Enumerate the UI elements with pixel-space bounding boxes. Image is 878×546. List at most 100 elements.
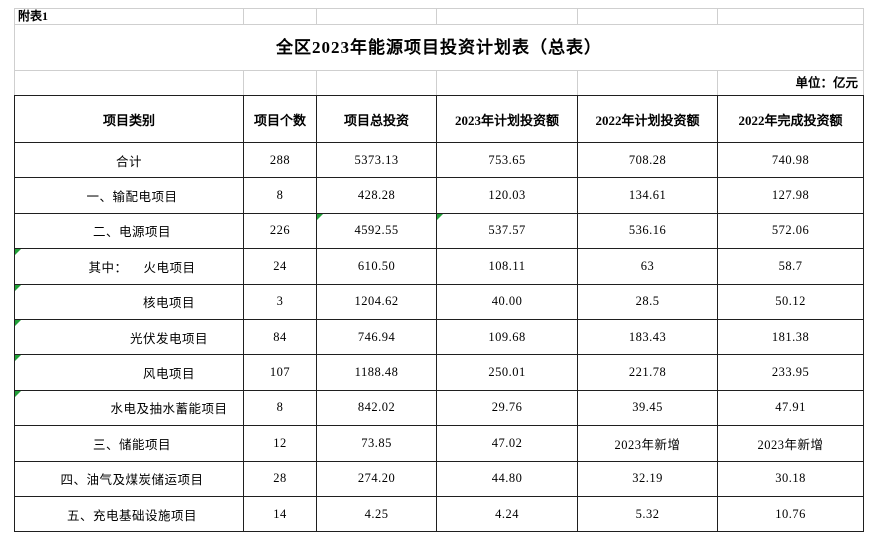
cell-value: 30.18 (775, 471, 806, 486)
header-cell-total-investment[interactable]: 项目总投资 (316, 95, 437, 143)
cell-plan-2022[interactable]: 221.78 (577, 354, 718, 391)
category-label: 二、电源项目 (92, 225, 171, 240)
cell-plan-2022[interactable]: 183.43 (577, 318, 718, 356)
cell-plan-2023[interactable]: 47.02 (436, 425, 578, 462)
cell-count[interactable]: 12 (243, 425, 317, 462)
cell-done-2022[interactable]: 10.76 (717, 495, 864, 533)
cell-value: 274.20 (357, 471, 396, 486)
cell-plan-2022[interactable]: 708.28 (577, 141, 718, 179)
cell-plan-2022[interactable]: 536.16 (577, 212, 718, 250)
cell-category[interactable]: 五、充电基础设施项目 (14, 495, 244, 533)
cell-plan-2023[interactable]: 537.57 (436, 212, 578, 250)
cell-plan-2023[interactable]: 120.03 (436, 177, 578, 214)
cell-done-2022[interactable]: 47.91 (717, 389, 864, 427)
cell-done-2022[interactable]: 127.98 (717, 177, 864, 214)
cell-total-investment[interactable]: 842.02 (316, 389, 437, 427)
cell-plan-2023[interactable]: 44.80 (436, 460, 578, 497)
category-label: 水电及抽水蓄能项目 (110, 402, 228, 417)
cell-category[interactable]: 其中： 火电项目 (14, 248, 244, 285)
cell-plan-2022[interactable]: 134.61 (577, 177, 718, 214)
cell-category[interactable]: 风电项目 (14, 354, 244, 391)
cell-total-investment[interactable]: 5373.13 (316, 141, 437, 179)
cell-count[interactable]: 24 (243, 248, 317, 285)
table-row: 四、油气及煤炭储运项目 28 274.20 44.80 32.19 30.18 (14, 460, 864, 497)
cell-count[interactable]: 226 (243, 212, 317, 250)
cell-plan-2023[interactable]: 753.65 (436, 141, 578, 179)
category-label: 光伏发电项目 (129, 331, 208, 346)
cell-value: 10.76 (775, 506, 806, 521)
cell-category[interactable]: 一、输配电项目 (14, 177, 244, 214)
gridline (14, 70, 864, 71)
cell-plan-2022[interactable]: 2023年新增 (577, 425, 718, 462)
cell-total-investment[interactable]: 73.85 (316, 425, 437, 462)
cell-category[interactable]: 三、储能项目 (14, 425, 244, 462)
cell-total-investment[interactable]: 1188.48 (316, 354, 437, 391)
header-cell-done-2022[interactable]: 2022年完成投资额 (717, 95, 864, 143)
cell-count[interactable]: 84 (243, 318, 317, 356)
header-cell-plan-2023[interactable]: 2023年计划投资额 (436, 95, 578, 143)
cell-done-2022[interactable]: 30.18 (717, 460, 864, 497)
cell-value: 44.80 (491, 471, 523, 486)
cell-value: 8 (276, 188, 284, 203)
cell-value: 1188.48 (354, 365, 399, 380)
cell-total-investment[interactable]: 428.28 (316, 177, 437, 214)
cell-count[interactable]: 8 (243, 389, 317, 427)
table-row: 水电及抽水蓄能项目 8 842.02 29.76 39.45 47.91 (14, 389, 864, 427)
cell-done-2022[interactable]: 58.7 (717, 248, 864, 285)
header-cell-category[interactable]: 项目类别 (14, 95, 244, 143)
cell-total-investment[interactable]: 4.25 (316, 495, 437, 533)
cell-count[interactable]: 107 (243, 354, 317, 391)
cell-total-investment[interactable]: 746.94 (316, 318, 437, 356)
cell-plan-2023[interactable]: 108.11 (436, 248, 578, 285)
cell-plan-2022[interactable]: 63 (577, 248, 718, 285)
cell-done-2022[interactable]: 2023年新增 (717, 425, 864, 462)
header-cell-plan-2022[interactable]: 2022年计划投资额 (577, 95, 718, 143)
cell-done-2022[interactable]: 181.38 (717, 318, 864, 356)
cell-value: 50.12 (775, 294, 806, 309)
cell-value: 537.57 (488, 223, 526, 238)
cell-plan-2022[interactable]: 32.19 (577, 460, 718, 497)
cell-total-investment[interactable]: 4592.55 (316, 212, 437, 250)
cell-done-2022[interactable]: 233.95 (717, 354, 864, 391)
cell-plan-2022[interactable]: 5.32 (577, 495, 718, 533)
cell-count[interactable]: 14 (243, 495, 317, 533)
cell-category[interactable]: 核电项目 (14, 283, 244, 320)
cell-category[interactable]: 合计 (14, 141, 244, 179)
cell-total-investment[interactable]: 274.20 (316, 460, 437, 497)
header-cell-count[interactable]: 项目个数 (243, 95, 317, 143)
cell-count[interactable]: 28 (243, 460, 317, 497)
cell-count[interactable]: 8 (243, 177, 317, 214)
error-indicator-icon (437, 214, 443, 220)
cell-plan-2023[interactable]: 4.24 (436, 495, 578, 533)
cell-category[interactable]: 二、电源项目 (14, 212, 244, 250)
gridline (436, 70, 437, 95)
cell-value: 746.94 (357, 329, 396, 344)
cell-plan-2023[interactable]: 29.76 (436, 389, 578, 427)
cell-plan-2023[interactable]: 250.01 (436, 354, 578, 391)
cell-value: 2023年新增 (757, 437, 824, 452)
cell-value: 24 (273, 258, 287, 273)
cell-plan-2023[interactable]: 109.68 (436, 318, 578, 356)
gridline (863, 8, 864, 95)
category-label: 核电项目 (142, 296, 195, 311)
cell-plan-2023[interactable]: 40.00 (436, 283, 578, 320)
cell-category[interactable]: 光伏发电项目 (14, 318, 244, 356)
cell-done-2022[interactable]: 740.98 (717, 141, 864, 179)
category-label: 四、油气及煤炭储运项目 (60, 473, 204, 488)
cell-total-investment[interactable]: 610.50 (316, 248, 437, 285)
cell-done-2022[interactable]: 572.06 (717, 212, 864, 250)
unit-label: 单位：亿元 (795, 76, 858, 90)
cell-total-investment[interactable]: 1204.62 (316, 283, 437, 320)
cell-done-2022[interactable]: 50.12 (717, 283, 864, 320)
cell-value: 58.7 (778, 258, 803, 273)
cell-count[interactable]: 288 (243, 141, 317, 179)
cell-count[interactable]: 3 (243, 283, 317, 320)
cell-plan-2022[interactable]: 28.5 (577, 283, 718, 320)
error-indicator-icon (15, 391, 21, 397)
annex-label: 附表1 (18, 9, 49, 23)
cell-plan-2022[interactable]: 39.45 (577, 389, 718, 427)
cell-category[interactable]: 四、油气及煤炭储运项目 (14, 460, 244, 497)
cell-value: 226 (269, 223, 291, 238)
cell-category[interactable]: 水电及抽水蓄能项目 (14, 389, 244, 427)
